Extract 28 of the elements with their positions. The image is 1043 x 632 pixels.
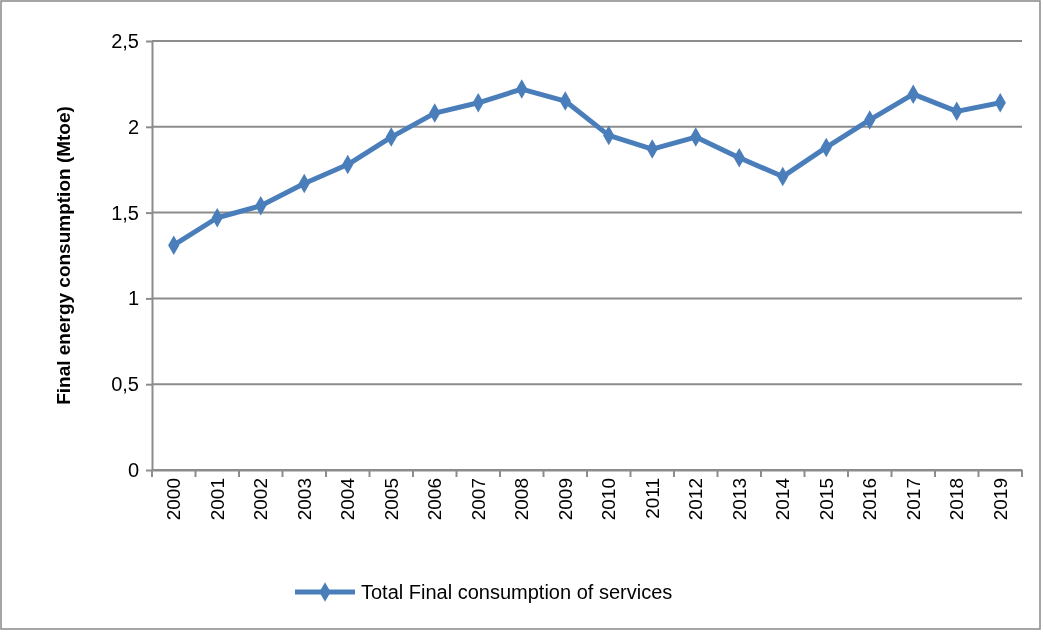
- x-tick-label: 2016: [859, 478, 881, 521]
- x-tick-label: 2019: [989, 478, 1011, 521]
- x-tick-label: 2006: [424, 478, 446, 521]
- x-tick-label: 2005: [380, 478, 402, 521]
- y-tick-label: 1,5: [111, 201, 139, 224]
- x-tick-label: 2015: [815, 478, 837, 521]
- y-tick-label: 1: [127, 287, 139, 310]
- x-tick-label: 2010: [598, 478, 620, 521]
- y-tick-label: 2,5: [111, 29, 139, 52]
- x-tick-label: 2003: [293, 478, 315, 521]
- x-tick-label: 2007: [467, 478, 489, 521]
- legend-label: Total Final consumption of services: [361, 581, 673, 603]
- x-tick-label: 2002: [250, 478, 272, 521]
- x-tick-label: 2008: [511, 478, 533, 521]
- x-tick-label: 2004: [337, 477, 359, 521]
- x-tick-label: 2000: [163, 478, 185, 521]
- y-tick-label: 2: [127, 115, 139, 138]
- y-axis-title: Final energy consumption (Mtoe): [53, 106, 74, 405]
- x-tick-label: 2017: [902, 478, 924, 521]
- x-tick-label: 2009: [554, 478, 576, 521]
- x-tick-label: 2001: [206, 478, 228, 521]
- y-tick-label: 0: [127, 458, 139, 481]
- x-tick-label: 2018: [946, 478, 968, 521]
- x-tick-label: 2013: [728, 478, 750, 521]
- x-tick-label: 2012: [685, 478, 707, 521]
- x-tick-label: 2014: [772, 477, 794, 521]
- x-tick-label: 2011: [641, 478, 663, 519]
- y-tick-label: 0,5: [111, 373, 139, 396]
